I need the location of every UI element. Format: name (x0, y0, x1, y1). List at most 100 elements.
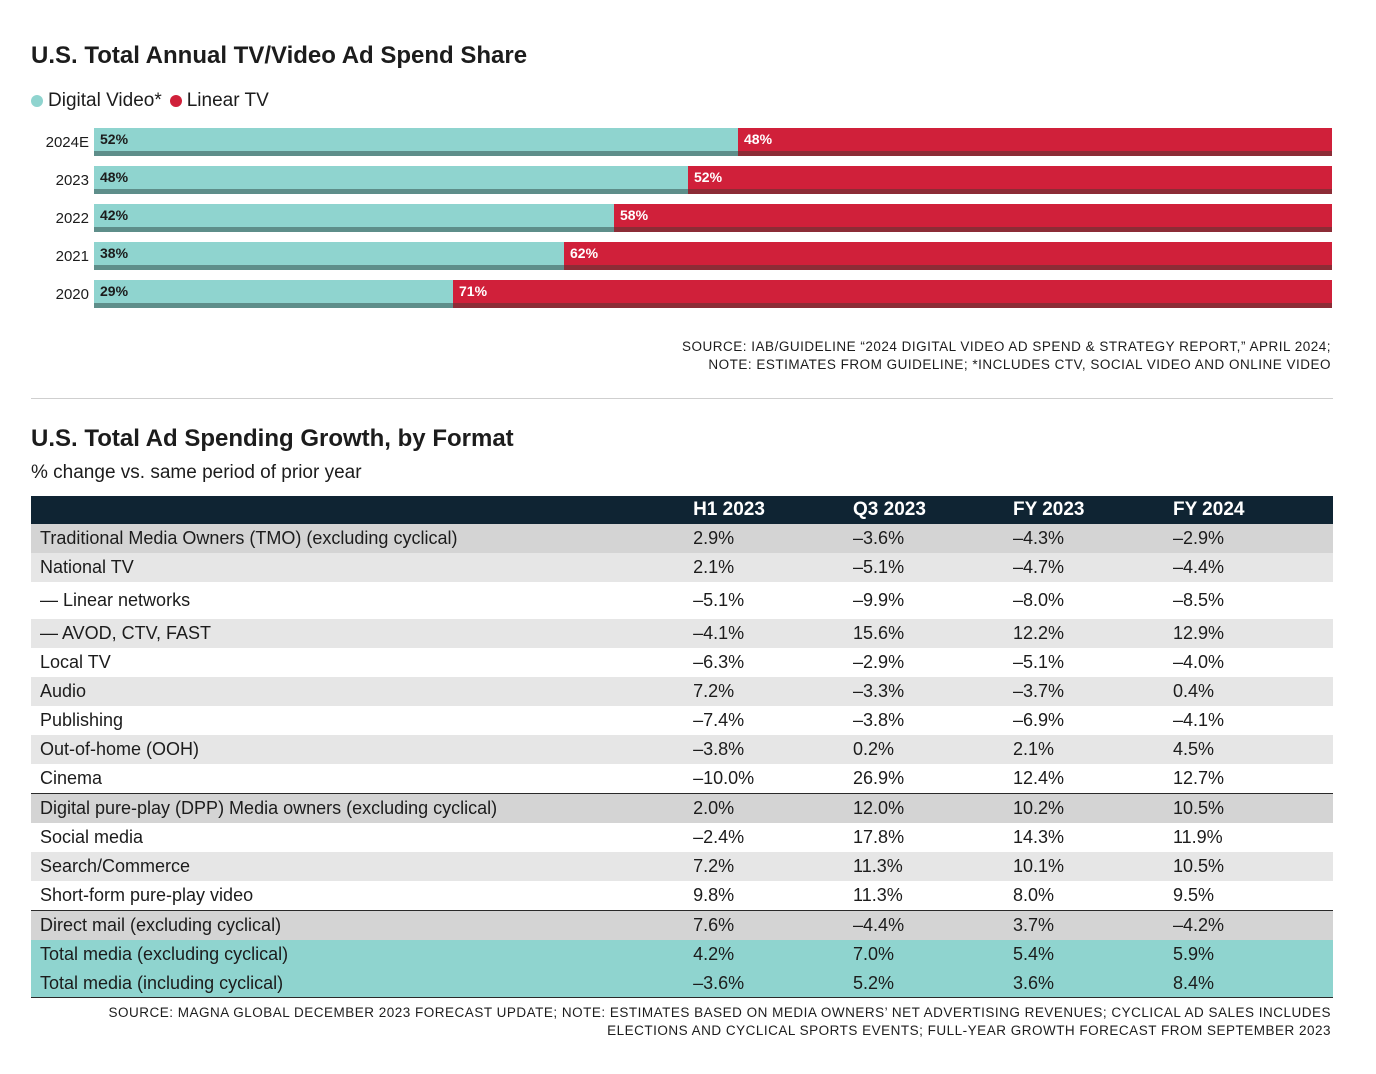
table-cell: –2.4% (693, 827, 745, 847)
row-label: — Linear networks (40, 590, 191, 610)
table-cell: 5.2% (853, 969, 1013, 998)
growth-table: H1 2023 Q3 2023 FY 2023 FY 2024 Traditio… (31, 496, 1333, 998)
table-cell: 2.9% (693, 524, 854, 553)
table-cell: –7.4% (693, 710, 745, 730)
row-label: Publishing (40, 710, 124, 730)
table-cell: –9.9% (853, 590, 905, 610)
table-cell: 2.0% (693, 793, 854, 823)
category-label: 2020 (55, 286, 89, 303)
data-label: 48% (744, 131, 773, 147)
table-cell: –5.1% (853, 553, 1013, 582)
data-label: 42% (100, 207, 129, 223)
table-cell: 11.9% (1172, 827, 1223, 847)
table-cell: 8.0% (1013, 885, 1055, 905)
legend-swatch-linear-tv (169, 95, 182, 107)
table-row: Short-form pure-play video 9.8% 11.3% 8.0% 9… (31, 881, 1333, 911)
row-label: Traditional Media Owners (TMO) (excludin… (31, 524, 694, 553)
table-cell: 3.6% (1013, 969, 1173, 998)
row-label: National TV (31, 553, 694, 582)
table-cell: 10.2% (1013, 793, 1173, 823)
table-cell: –3.6% (853, 524, 1013, 553)
row-label: Short-form pure-play video (40, 885, 254, 905)
table-cell: –4.2% (1172, 910, 1333, 940)
category-label: 2024E (45, 134, 89, 151)
bar-track: 38% 62% (94, 242, 1332, 270)
row-label: Local TV (40, 652, 111, 672)
table-cell: 3.7% (1013, 910, 1173, 940)
category-label: 2022 (55, 210, 89, 227)
chart-source-line: SOURCE: IAB/GUIDELINE “2024 DIGITAL VIDE… (682, 339, 1331, 354)
table-row: — AVOD, CTV, FAST –4.1% 15.6% 12.2% 12.9% (31, 619, 1333, 648)
row-label: — AVOD, CTV, FAST (31, 619, 694, 648)
table-cell: 12.4% (1013, 768, 1065, 788)
table-row: Digital pure-play (DPP) Media owners (ex… (31, 793, 1333, 823)
table-cell: 4.5% (1172, 735, 1333, 764)
bar-segment-linear-tv: 48% (738, 128, 1332, 156)
table-row: Search/Commerce 7.2% 11.3% 10.1% 10.5% (31, 852, 1333, 881)
row-label: Direct mail (excluding cyclical) (31, 910, 694, 940)
table-row: Audio 7.2% –3.3% –3.7% 0.4% (31, 677, 1333, 706)
table-cell: 5.9% (1172, 940, 1333, 969)
table-cell: 0.2% (853, 735, 1013, 764)
table-cell: –2.9% (1172, 524, 1333, 553)
table-cell: –3.8% (693, 735, 854, 764)
row-label: Cinema (40, 768, 103, 788)
row-label: Search/Commerce (31, 852, 694, 881)
bar-segment-linear-tv: 52% (688, 166, 1332, 194)
table-row: Out-of-home (OOH) –3.8% 0.2% 2.1% 4.5% (31, 735, 1333, 764)
bar-track: 48% 52% (94, 166, 1332, 194)
table-cell: 17.8% (853, 827, 905, 847)
data-label: 58% (620, 207, 649, 223)
table-header-row: H1 2023 Q3 2023 FY 2023 FY 2024 (31, 496, 1333, 524)
table-cell: 7.0% (853, 940, 1013, 969)
table-cell: 7.2% (693, 677, 854, 706)
data-label: 48% (100, 169, 129, 185)
table-cell: –5.1% (693, 590, 745, 610)
table-cell: 5.4% (1013, 940, 1173, 969)
table-cell: 12.0% (853, 793, 1013, 823)
data-label: 29% (100, 283, 129, 299)
table-row: Traditional Media Owners (TMO) (excludin… (31, 524, 1333, 553)
table-cell: 10.5% (1172, 852, 1333, 881)
data-label: 71% (459, 283, 488, 299)
table-cell: 26.9% (853, 768, 905, 788)
section-divider (31, 398, 1333, 399)
table-cell: –3.3% (853, 677, 1013, 706)
table-cell: 9.8% (693, 885, 735, 905)
table-cell: 12.2% (1013, 619, 1173, 648)
table-title: U.S. Total Ad Spending Growth, by Format (31, 425, 514, 452)
bar-segment-digital-video: 29% (94, 280, 453, 308)
table-cell: –4.4% (853, 910, 1013, 940)
bar-segment-digital-video: 38% (94, 242, 564, 270)
table-cell: 10.5% (1172, 793, 1333, 823)
legend-swatch-digital-video (31, 95, 43, 107)
bar-track: 42% 58% (94, 204, 1332, 232)
table-row: Total media (excluding cyclical) 4.2% 7.0%… (31, 940, 1333, 969)
table-source-line: ELECTIONS AND CYCLICAL SPORTS EVENTS; FU… (607, 1023, 1331, 1038)
table-row: Local TV –6.3% –2.9% –5.1% –4.0% (31, 648, 1333, 677)
table-source-note: SOURCE: MAGNA GLOBAL DECEMBER 2023 FOREC… (108, 1004, 1331, 1040)
table-cell: –4.0% (1172, 652, 1225, 672)
table-cell: –6.3% (693, 652, 745, 672)
table-cell: –4.3% (1013, 524, 1173, 553)
column-header-h1-2023: H1 2023 (693, 496, 854, 524)
table-cell: –8.0% (1013, 590, 1065, 610)
table-cell: –5.1% (1013, 652, 1065, 672)
table-row: Total media (including cyclical) –3.6% 5.2… (31, 969, 1333, 998)
table-cell: 4.2% (693, 940, 854, 969)
table-cell: 11.3% (853, 885, 903, 905)
table-row: Direct mail (excluding cyclical) 7.6% –4.4… (31, 910, 1333, 940)
row-label: Total media (excluding cyclical) (31, 940, 694, 969)
table-cell: –3.7% (1013, 677, 1173, 706)
row-label: Total media (including cyclical) (31, 969, 694, 998)
table-cell: 2.1% (693, 553, 854, 582)
table-source-line: SOURCE: MAGNA GLOBAL DECEMBER 2023 FOREC… (108, 1005, 1331, 1020)
table-cell: 7.2% (693, 852, 854, 881)
row-label: Social media (40, 827, 144, 847)
table-cell: –4.4% (1172, 553, 1333, 582)
chart-source-line: NOTE: ESTIMATES FROM GUIDELINE; *INCLUDE… (708, 357, 1331, 372)
bar-segment-linear-tv: 58% (614, 204, 1332, 232)
table-cell: 14.3% (1013, 827, 1065, 847)
column-header-fy-2024: FY 2024 (1172, 496, 1333, 524)
table-cell: –4.1% (1172, 710, 1225, 730)
